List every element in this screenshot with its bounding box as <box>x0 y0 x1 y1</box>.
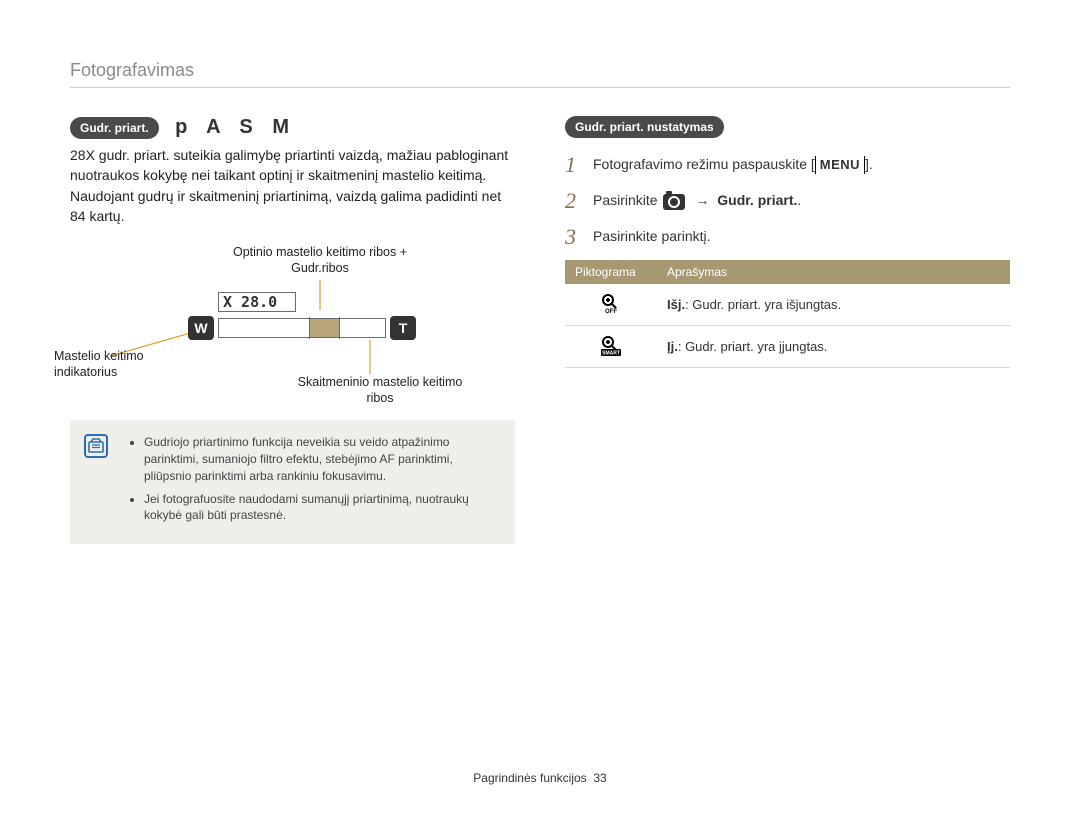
page-footer: Pagrindinės funkcijos 33 <box>0 771 1080 785</box>
step-1: 1 Fotografavimo režimu paspauskite [MENU… <box>565 152 1010 178</box>
table-row: SMART Įj.: Gudr. priart. yra įjungtas. <box>565 326 1010 368</box>
option-label: Išj. <box>667 297 685 312</box>
note-list: Gudriojo priartinimo funkcija neveikia s… <box>126 434 497 530</box>
footer-page: 33 <box>593 771 606 785</box>
step-text: Pasirinkite parinktį. <box>593 227 711 247</box>
page-title: Fotografavimas <box>70 60 1010 88</box>
tele-icon: T <box>390 316 416 340</box>
zoom-value: X 28.0 <box>218 292 296 312</box>
diagram-label-bottom: Skaitmeninio mastelio keitimo ribos <box>290 374 470 407</box>
step-number: 1 <box>565 152 593 178</box>
zoom-off-icon: OFF <box>599 292 623 317</box>
zoom-smart-icon: SMART <box>599 334 623 359</box>
note-icon <box>84 434 108 458</box>
note-item: Jei fotografuosite naudodami sumanųjį pr… <box>144 491 497 525</box>
note-item: Gudriojo priartinimo funkcija neveikia s… <box>144 434 497 484</box>
step-3: 3 Pasirinkite parinktį. <box>565 224 1010 250</box>
left-column: Gudr. priart. p A S M 28X gudr. priart. … <box>70 116 515 544</box>
svg-text:OFF: OFF <box>605 309 617 314</box>
option-desc: : Gudr. priart. yra išjungtas. <box>685 297 841 312</box>
smart-zoom-badge: Gudr. priart. <box>70 117 159 139</box>
step-text-post: . <box>797 192 801 208</box>
table-row: OFF Išj.: Gudr. priart. yra išjungtas. <box>565 284 1010 326</box>
zoom-bar <box>218 318 386 338</box>
table-header-row: Piktograma Aprašymas <box>565 260 1010 284</box>
step-number: 2 <box>565 188 593 214</box>
step-text-pre: Pasirinkite <box>593 192 661 208</box>
settings-badge: Gudr. priart. nustatymas <box>565 116 724 138</box>
step-bold: Gudr. priart. <box>717 192 797 208</box>
right-column: Gudr. priart. nustatymas 1 Fotografavimo… <box>565 116 1010 544</box>
section-header: Gudr. priart. p A S M <box>70 116 515 139</box>
step-text-post: ]. <box>865 156 873 172</box>
diagram-label-left: Mastelio keitimo indikatorius <box>54 348 194 381</box>
option-desc: : Gudr. priart. yra įjungtas. <box>678 339 828 354</box>
smart-zoom-paragraph: 28X gudr. priart. suteikia galimybę pria… <box>70 145 515 226</box>
step-text-pre: Fotografavimo režimu paspauskite [ <box>593 156 815 172</box>
step-number: 3 <box>565 224 593 250</box>
mode-letters: p A S M <box>175 116 296 139</box>
col-aprasymas: Aprašymas <box>657 260 1010 284</box>
arrow-icon: → <box>691 192 713 208</box>
svg-text:SMART: SMART <box>602 351 620 357</box>
option-label: Įj. <box>667 339 678 354</box>
menu-icon: MENU <box>815 156 865 174</box>
step-2: 2 Pasirinkite → Gudr. priart.. <box>565 188 1010 214</box>
wide-icon: W <box>188 316 214 340</box>
options-table: Piktograma Aprašymas OFF <box>565 260 1010 368</box>
zoom-diagram: Optinio mastelio keitimo ribos + Gudr.ri… <box>70 244 515 404</box>
note-box: Gudriojo priartinimo funkcija neveikia s… <box>70 420 515 544</box>
footer-label: Pagrindinės funkcijos <box>473 771 586 785</box>
camera-icon <box>663 194 685 210</box>
col-piktograma: Piktograma <box>565 260 657 284</box>
